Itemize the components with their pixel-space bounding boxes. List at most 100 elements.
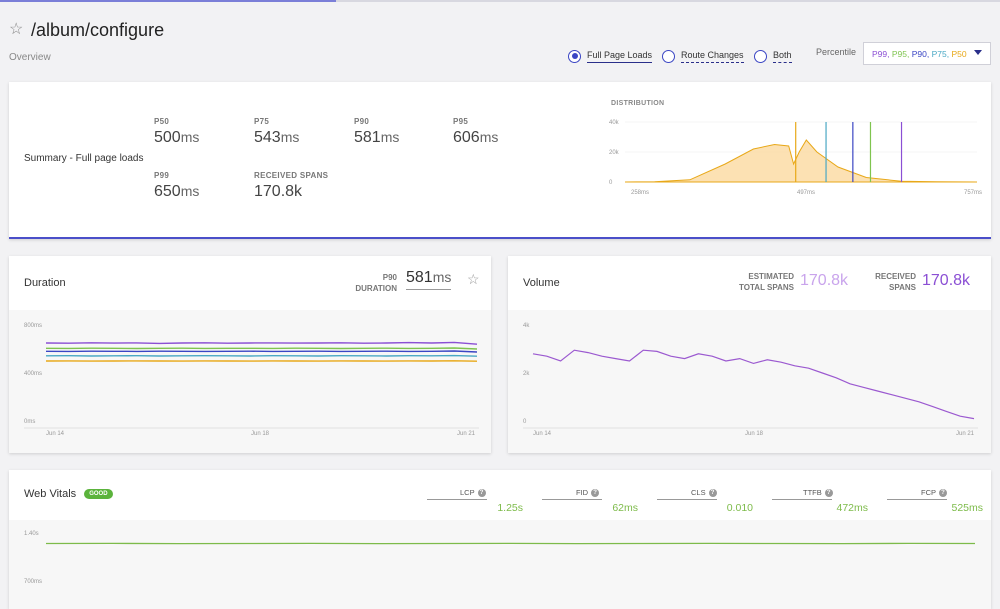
- percentile-option: P95,: [891, 48, 910, 59]
- vol-y-tick: 4k: [523, 323, 530, 329]
- dur-y-tick: 0ms: [24, 419, 35, 425]
- duration-stat-value: 581ms: [406, 269, 452, 290]
- vital-lcp[interactable]: LCP? 1.25s: [417, 488, 531, 536]
- metric-value: 606ms: [453, 129, 498, 147]
- dur-y-tick: 800ms: [24, 323, 42, 329]
- duration-chart-area: 800ms 400ms 0ms Jun 14 Jun 18 Jun 21: [9, 310, 491, 453]
- vital-value: 472ms: [836, 502, 868, 514]
- vital-divider: [772, 499, 832, 500]
- metric-p90: P90 581ms: [354, 117, 399, 147]
- vital-fid[interactable]: FID? 62ms: [532, 488, 646, 522]
- metric-received-spans: RECEIVED SPANS 170.8k: [254, 171, 328, 201]
- percentile-select[interactable]: P99, P95, P90, P75, P50: [863, 42, 991, 65]
- metric-label: P95: [453, 117, 469, 126]
- stat-number: 581: [406, 269, 433, 286]
- web-vitals-chart: 1.40s 700ms: [24, 531, 976, 585]
- vital-label: CLS?: [691, 488, 717, 497]
- duration-title: Duration: [24, 277, 66, 289]
- favorite-star-icon[interactable]: ☆: [9, 21, 24, 38]
- web-vitals-title: Web Vitals: [24, 488, 77, 500]
- distribution-chart: 40k 20k 0 258ms 497ms 757ms: [609, 120, 982, 196]
- dur-x-tick: Jun 14: [46, 431, 65, 437]
- summary-card: Summary - Full page loads P50 500ms P75 …: [9, 82, 991, 239]
- favorite-star-icon[interactable]: ☆: [467, 271, 480, 287]
- web-vitals-card: Web Vitals GOOD LCP? 1.25s FID? 62ms CLS…: [9, 470, 991, 609]
- metric-value: 581ms: [354, 129, 399, 147]
- stat-label-line: P90: [382, 273, 397, 282]
- metric-value: 650ms: [154, 183, 199, 201]
- metric-unit: ms: [180, 129, 200, 145]
- vital-label-text: FCP: [921, 488, 936, 497]
- filter-route-changes[interactable]: Route Changes: [662, 47, 744, 65]
- vol-y-tick: 0: [523, 419, 527, 425]
- series-line-p75: [45, 354, 478, 357]
- duration-card: Duration P90 DURATION 581ms ☆ 800ms 400m…: [9, 256, 491, 453]
- metric-number: 650: [154, 183, 181, 200]
- metric-value: 500ms: [154, 129, 199, 147]
- metric-label: P99: [154, 171, 170, 180]
- series-line-p95: [45, 347, 478, 350]
- percentile-option: P99,: [872, 48, 890, 59]
- vital-label-text: LCP: [460, 488, 475, 497]
- filter-label: Both: [773, 50, 792, 63]
- wv-y-tick: 1.40s: [24, 531, 39, 537]
- filter-full-page-loads[interactable]: Full Page Loads: [568, 47, 653, 65]
- breadcrumb[interactable]: Overview: [9, 52, 51, 63]
- radio-empty-icon: [662, 49, 675, 63]
- vital-label-text: FID: [576, 488, 589, 497]
- help-icon[interactable]: ?: [939, 488, 947, 497]
- metric-label: RECEIVED SPANS: [254, 171, 329, 180]
- metric-number: 606: [453, 129, 480, 146]
- series-line-p90: [45, 350, 478, 353]
- vital-divider: [427, 499, 487, 500]
- metric-p75: P75 543ms: [254, 117, 299, 147]
- metric-number: 581: [354, 129, 381, 146]
- metric-unit: ms: [180, 183, 200, 199]
- wv-y-tick: 700ms: [24, 579, 42, 585]
- vital-ttfb[interactable]: TTFB? 472ms: [762, 488, 876, 522]
- help-icon[interactable]: ?: [591, 488, 600, 497]
- volume-title: Volume: [523, 277, 560, 289]
- vital-label: LCP?: [460, 488, 486, 497]
- estimated-value: 170.8k: [800, 272, 849, 289]
- metric-unit: ms: [380, 129, 400, 145]
- est-label-line: TOTAL SPANS: [739, 283, 794, 292]
- vol-x-tick: Jun 14: [533, 431, 552, 437]
- series-line-p99: [45, 341, 478, 345]
- filter-both[interactable]: Both: [754, 47, 792, 65]
- dist-y-tick: 20k: [609, 150, 620, 156]
- series-line-volume: [532, 349, 975, 420]
- vital-value: 525ms: [951, 502, 983, 514]
- dist-y-tick: 0: [609, 180, 613, 186]
- dur-x-tick: Jun 21: [457, 431, 476, 437]
- received-label: RECEIVED SPANS: [868, 271, 916, 293]
- metric-unit: ms: [280, 129, 300, 145]
- metric-number: 500: [154, 129, 181, 146]
- metric-label: P50: [154, 117, 170, 126]
- vital-value: 1.25s: [497, 502, 523, 514]
- distribution-title: DISTRIBUTION: [611, 100, 665, 107]
- help-icon[interactable]: ?: [708, 488, 717, 497]
- metric-p95: P95 606ms: [453, 117, 498, 147]
- dist-x-tick: 497ms: [797, 190, 815, 196]
- metric-p50: P50 500ms: [154, 117, 199, 147]
- estimated-label: ESTIMATED TOTAL SPANS: [730, 271, 794, 293]
- help-icon[interactable]: ?: [477, 488, 486, 497]
- help-icon[interactable]: ?: [824, 488, 833, 497]
- top-progress-track: [0, 0, 1000, 2]
- rec-label-line: RECEIVED: [875, 272, 916, 281]
- radio-empty-icon: [754, 49, 767, 63]
- dist-x-tick: 258ms: [631, 190, 649, 196]
- vital-cls[interactable]: CLS? 0.010: [647, 488, 761, 522]
- vital-label: FID?: [576, 488, 600, 497]
- percentile-option: P50: [951, 48, 967, 59]
- top-progress-active: [0, 0, 336, 2]
- vital-fcp[interactable]: FCP? 525ms: [877, 488, 991, 522]
- metric-p99: P99 650ms: [154, 171, 199, 201]
- volume-chart-area: 4k 2k 0 Jun 14 Jun 18 Jun 21: [508, 310, 991, 453]
- volume-card: Volume ESTIMATED TOTAL SPANS 170.8k RECE…: [508, 256, 991, 453]
- vital-value: 0.010: [726, 502, 753, 514]
- vital-divider: [542, 499, 602, 500]
- distribution-area: [624, 139, 978, 183]
- metric-unit: ms: [479, 129, 499, 145]
